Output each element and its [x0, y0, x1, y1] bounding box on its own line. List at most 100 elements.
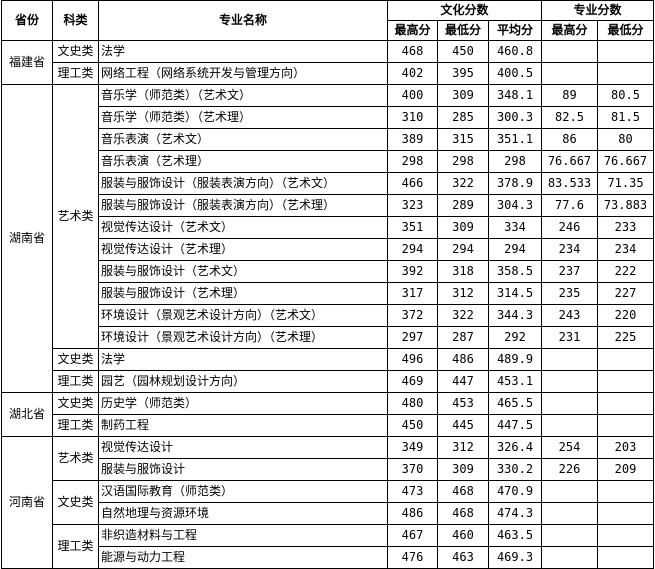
major-min-cell [597, 40, 654, 63]
major-min-cell: 203 [597, 436, 654, 459]
table-row: 文史类 汉语国际教育（师范类） 473 468 470.9 [2, 480, 654, 525]
table-body: 福建省 文史类 法学 468 450 460.8 理工类 网络工程（网络系统开发与管理方向） 4… [1, 40, 654, 569]
culture-avg-cell: 298 [488, 150, 542, 173]
culture-min-cell: 287 [437, 326, 489, 349]
culture-avg-cell: 330.2 [488, 458, 542, 481]
table-row: 福建省 文史类 法学 468 450 460.8 [1, 40, 654, 85]
major-max-cell: 254 [541, 436, 598, 459]
category-cell: 艺术类 [52, 84, 99, 349]
header-max: 最高分 [387, 20, 438, 41]
major-max-cell: 89 [541, 84, 598, 107]
major-name-cell: 法学 [98, 348, 388, 371]
major-min-cell [597, 392, 654, 415]
table-row: 服装与服饰设计（艺术文） 392 318 358.5 237 222 [2, 260, 654, 283]
header-major: 专业名称 [98, 0, 388, 41]
culture-min-cell: 447 [437, 370, 489, 393]
culture-avg-cell: 314.5 [488, 282, 542, 305]
table-row: 理工类 园艺（园林规划设计方向） 469 447 453.1 [2, 370, 654, 393]
major-min-cell: 220 [597, 304, 654, 327]
culture-max-cell: 351 [387, 216, 438, 239]
culture-min-cell: 309 [437, 458, 489, 481]
culture-avg-cell: 489.9 [488, 348, 542, 371]
major-min-cell [597, 546, 654, 569]
culture-min-cell: 294 [437, 238, 489, 261]
major-min-cell [597, 524, 654, 547]
major-min-cell: 73.883 [597, 194, 654, 217]
major-name-cell: 服装与服饰设计（艺术理） [98, 282, 388, 305]
culture-max-cell: 466 [387, 172, 438, 195]
major-name-cell: 制药工程 [98, 414, 388, 437]
major-min-cell [597, 480, 654, 503]
major-max-cell [541, 524, 598, 547]
table-row: 服装与服饰设计（服装表演方向）（艺术理） 323 289 304.3 77.6 73.88… [2, 194, 654, 217]
major-min-cell [597, 348, 654, 371]
culture-avg-cell: 292 [488, 326, 542, 349]
province-cell: 福建省 [1, 40, 53, 85]
major-max-cell: 77.6 [541, 194, 598, 217]
culture-max-cell: 473 [387, 480, 438, 503]
table-row: 河南省 艺术类 视觉传达设计 349 312 326.4 254 203 [1, 436, 654, 569]
major-max-cell: 243 [541, 304, 598, 327]
province-cell: 湖北省 [1, 392, 53, 437]
culture-avg-cell: 453.1 [488, 370, 542, 393]
culture-max-cell: 450 [387, 414, 438, 437]
culture-max-cell: 496 [387, 348, 438, 371]
table-row: 音乐表演（艺术文） 389 315 351.1 86 80 [2, 128, 654, 151]
major-name-cell: 能源与动力工程 [98, 546, 388, 569]
culture-avg-cell: 474.3 [488, 502, 542, 525]
culture-avg-cell: 344.3 [488, 304, 542, 327]
major-name-cell: 音乐学（师范类）（艺术理） [98, 106, 388, 129]
major-name-cell: 音乐表演（艺术理） [98, 150, 388, 173]
culture-avg-cell: 358.5 [488, 260, 542, 283]
province-cell: 河南省 [1, 436, 53, 569]
culture-avg-cell: 447.5 [488, 414, 542, 437]
major-name-cell: 服装与服饰设计（服装表演方向）（艺术理） [98, 194, 388, 217]
culture-max-cell: 294 [387, 238, 438, 261]
major-max-cell: 246 [541, 216, 598, 239]
major-name-cell: 服装与服饰设计（服装表演方向）（艺术文） [98, 172, 388, 195]
major-max-cell [541, 414, 598, 437]
culture-min-cell: 450 [437, 40, 489, 63]
table-row: 服装与服饰设计（服装表演方向）（艺术文） 466 322 378.9 83.533 71.… [2, 172, 654, 195]
table-row: 环境设计（景观艺术设计方向）（艺术理） 297 287 292 231 225 [2, 326, 654, 349]
culture-min-cell: 289 [437, 194, 489, 217]
major-name-cell: 服装与服饰设计（艺术文） [98, 260, 388, 283]
province-cell: 湖南省 [1, 84, 53, 393]
header-major-scores: 专业分数 [541, 0, 654, 21]
major-max-cell: 76.667 [541, 150, 598, 173]
culture-max-cell: 389 [387, 128, 438, 151]
culture-max-cell: 317 [387, 282, 438, 305]
header-culture-scores: 文化分数 [387, 0, 542, 21]
table-row: 湖南省 艺术类 音乐学（师范类）（艺术文） 400 309 348.1 89 80.5 [1, 84, 654, 393]
culture-avg-cell: 460.8 [488, 40, 542, 63]
table-row: 理工类 制药工程 450 445 447.5 [2, 414, 654, 437]
major-min-cell: 233 [597, 216, 654, 239]
table-row: 视觉传达设计（艺术文） 351 309 334 246 233 [2, 216, 654, 239]
culture-min-cell: 285 [437, 106, 489, 129]
major-max-cell [541, 348, 598, 371]
major-name-cell: 环境设计（景观艺术设计方向）（艺术文） [98, 304, 388, 327]
culture-avg-cell: 334 [488, 216, 542, 239]
culture-max-cell: 467 [387, 524, 438, 547]
culture-min-cell: 322 [437, 172, 489, 195]
table-row: 视觉传达设计（艺术理） 294 294 294 234 234 [2, 238, 654, 261]
table-row: 音乐表演（艺术理） 298 298 298 76.667 76.667 [2, 150, 654, 173]
table-row: 文史类 法学 496 486 489.9 [2, 348, 654, 371]
major-min-cell: 80.5 [597, 84, 654, 107]
category-cell: 文史类 [52, 392, 99, 415]
major-max-cell: 234 [541, 238, 598, 261]
major-name-cell: 环境设计（景观艺术设计方向）（艺术理） [98, 326, 388, 349]
header-province: 省份 [1, 0, 53, 41]
culture-min-cell: 322 [437, 304, 489, 327]
major-max-cell: 86 [541, 128, 598, 151]
category-cell: 理工类 [52, 62, 99, 85]
culture-min-cell: 453 [437, 392, 489, 415]
major-max-cell [541, 546, 598, 569]
table-row: 湖北省 文史类 历史学（师范类） 480 453 465.5 [1, 392, 654, 437]
major-max-cell [541, 392, 598, 415]
major-max-cell: 235 [541, 282, 598, 305]
culture-max-cell: 297 [387, 326, 438, 349]
culture-max-cell: 476 [387, 546, 438, 569]
culture-max-cell: 480 [387, 392, 438, 415]
table-row: 音乐学（师范类）（艺术理） 310 285 300.3 82.5 81.5 [2, 106, 654, 129]
